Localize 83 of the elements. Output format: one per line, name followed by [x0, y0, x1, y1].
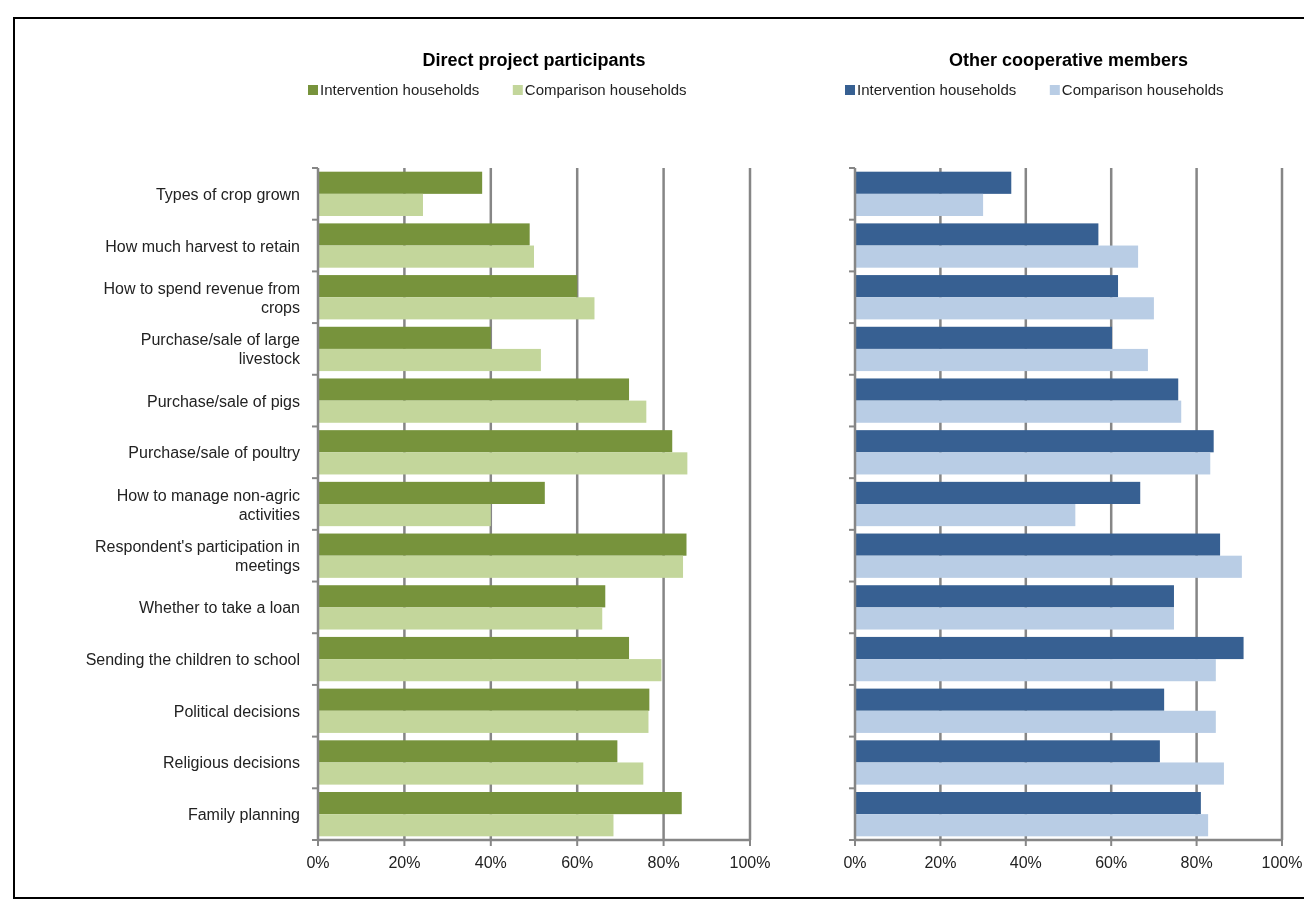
bar: [318, 400, 647, 423]
bar: [318, 688, 650, 711]
bar: [318, 792, 682, 815]
bar: [855, 245, 1139, 268]
bar: [855, 636, 1244, 660]
bar: [318, 533, 687, 556]
legend-label: Intervention households: [320, 81, 480, 98]
y-tick-label: Respondent's participation in meetings: [95, 538, 300, 575]
legend-label: Comparison households: [524, 81, 687, 98]
bar: [318, 171, 483, 194]
y-tick-label: Political decisions: [173, 702, 300, 720]
bar: [318, 585, 606, 608]
y-tick-label: How to spend revenue from crops: [103, 279, 300, 316]
bar: [855, 762, 1224, 785]
bar: [855, 430, 1214, 453]
bar: [855, 688, 1165, 711]
bar: [318, 555, 684, 578]
y-tick-label: Purchase/sale of poultry: [128, 444, 300, 462]
bar: [318, 710, 649, 733]
chart-title: Other cooperative members: [948, 50, 1189, 70]
bar: [855, 297, 1154, 320]
bar: [855, 740, 1160, 763]
x-tick-label: 0%: [843, 854, 867, 871]
bar: [855, 607, 1174, 630]
y-tick-label: Types of crop grown: [155, 185, 300, 203]
x-tick-label: 80%: [1180, 854, 1213, 871]
x-tick-label: 40%: [1009, 854, 1042, 871]
bar: [318, 740, 618, 763]
bar: [318, 814, 614, 837]
bar: [855, 792, 1201, 815]
bar: [318, 659, 662, 682]
bar: [855, 585, 1174, 608]
bar: [318, 607, 603, 630]
x-tick-label: 0%: [306, 854, 330, 871]
chart-title: Direct project participants: [422, 50, 646, 70]
bar: [855, 659, 1216, 682]
bar: [855, 814, 1209, 837]
bar: [318, 348, 541, 372]
x-tick-label: 20%: [924, 854, 957, 871]
y-tick-label: How much harvest to retain: [105, 237, 300, 255]
bar: [855, 555, 1242, 578]
bar: [318, 430, 673, 453]
x-tick-label: 60%: [1095, 854, 1128, 871]
bar: [855, 326, 1113, 349]
bar: [855, 533, 1221, 556]
bar: [855, 710, 1216, 733]
bar: [855, 193, 984, 216]
bar: [855, 452, 1211, 475]
bar: [855, 223, 1099, 246]
bar: [318, 223, 530, 246]
bar: [318, 481, 545, 504]
x-tick-label: 60%: [561, 854, 594, 871]
bar: [318, 378, 630, 401]
bar: [318, 326, 491, 349]
x-tick-label: 80%: [647, 854, 680, 871]
bar: [318, 297, 595, 320]
y-tick-label: Purchase/sale of large livestock: [140, 331, 301, 368]
bar: [855, 504, 1076, 527]
bar: [855, 400, 1182, 423]
bar: [318, 193, 423, 216]
x-tick-label: 20%: [388, 854, 421, 871]
y-tick-label: Sending the children to school: [85, 651, 300, 669]
y-tick-label: Family planning: [187, 806, 300, 824]
bar: [855, 348, 1148, 372]
bar: [318, 245, 534, 268]
x-tick-label: 40%: [474, 854, 507, 871]
x-tick-label: 100%: [1261, 854, 1303, 871]
y-tick-label: Religious decisions: [163, 754, 300, 772]
bar: [318, 452, 688, 475]
bar: [318, 762, 644, 785]
y-tick-label: Whether to take a loan: [139, 599, 300, 617]
bar: [318, 636, 630, 660]
legend-label: Comparison households: [1061, 81, 1224, 98]
bar: [855, 378, 1179, 401]
bar: [855, 481, 1141, 504]
legend-label: Intervention households: [857, 81, 1017, 98]
bar: [855, 275, 1119, 298]
y-tick-label: How to manage non-agric activities: [116, 486, 300, 523]
x-tick-label: 100%: [729, 854, 771, 871]
y-tick-label: Purchase/sale of pigs: [147, 392, 300, 410]
bar: [855, 171, 1012, 194]
bar: [318, 504, 491, 527]
bar: [318, 275, 578, 298]
